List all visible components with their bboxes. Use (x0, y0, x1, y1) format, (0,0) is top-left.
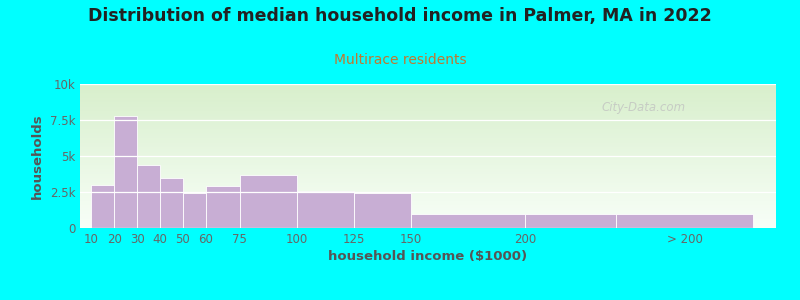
Bar (354, 194, 411, 228)
Text: City-Data.com: City-Data.com (602, 101, 686, 114)
Bar (411, 214, 525, 228)
Bar (240, 175, 297, 228)
Y-axis label: households: households (31, 113, 44, 199)
Bar (114, 116, 137, 228)
Bar (91, 185, 114, 228)
X-axis label: household income ($1000): household income ($1000) (329, 250, 527, 263)
Bar (616, 214, 753, 228)
Bar (137, 165, 160, 228)
Bar (206, 186, 240, 228)
Bar (160, 178, 182, 228)
Bar (525, 214, 616, 228)
Text: Distribution of median household income in Palmer, MA in 2022: Distribution of median household income … (88, 8, 712, 26)
Bar (182, 194, 206, 228)
Bar (297, 190, 354, 228)
Text: Multirace residents: Multirace residents (334, 52, 466, 67)
